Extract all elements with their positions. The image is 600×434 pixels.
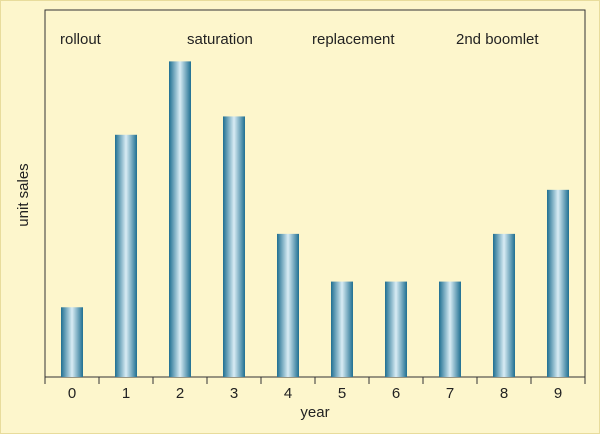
bar <box>61 307 83 377</box>
phase-label: 2nd boomlet <box>456 31 539 48</box>
bar <box>493 233 515 377</box>
bar <box>331 281 353 377</box>
x-tick-label: 0 <box>68 385 76 402</box>
bar <box>223 116 245 378</box>
bar <box>115 134 137 377</box>
bar <box>439 281 461 377</box>
x-tick-label: 6 <box>392 385 400 402</box>
x-tick-label: 8 <box>500 385 508 402</box>
x-tick-label: 9 <box>554 385 562 402</box>
x-tick-label: 4 <box>284 385 292 402</box>
x-axis-label: year <box>300 404 329 421</box>
x-tick-label: 5 <box>338 385 346 402</box>
bar <box>385 281 407 377</box>
y-axis-label: unit sales <box>15 163 32 226</box>
bar <box>547 189 569 377</box>
x-tick-label: 1 <box>122 385 130 402</box>
phase-label: saturation <box>187 31 253 48</box>
bar <box>277 233 299 377</box>
bar <box>169 61 191 377</box>
phase-label: rollout <box>60 31 102 48</box>
phase-label: replacement <box>312 31 395 48</box>
x-tick-label: 3 <box>230 385 238 402</box>
x-tick-label: 7 <box>446 385 454 402</box>
x-tick-label: 2 <box>176 385 184 402</box>
